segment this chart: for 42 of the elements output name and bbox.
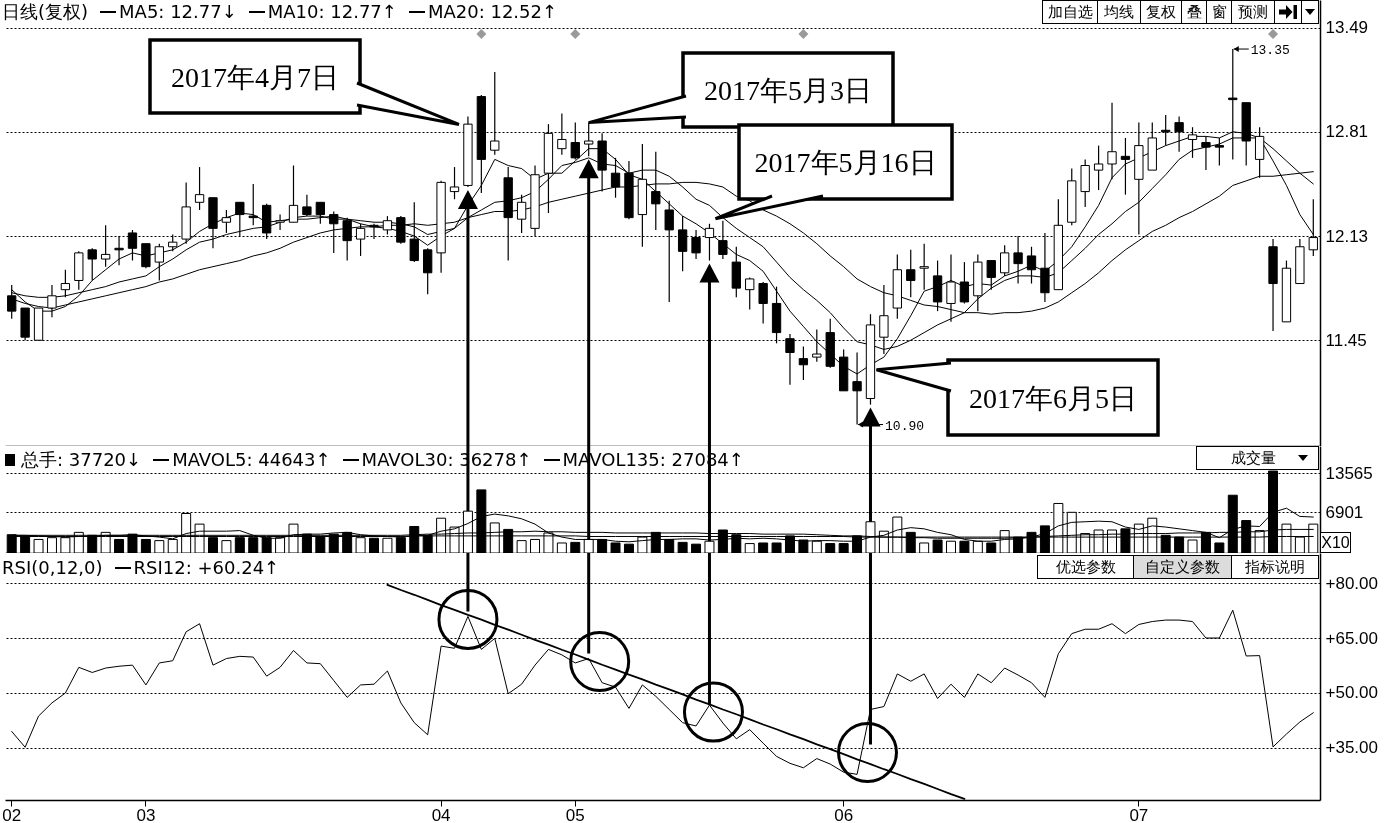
y-tick-label: +50.00 <box>1325 683 1378 703</box>
chart-title: RSI(0,12,0) <box>2 557 103 578</box>
button: 窗 <box>1206 0 1232 24</box>
button: 成交量 <box>1196 446 1319 470</box>
x-tick-label: 03 <box>136 805 156 823</box>
chart-title: 日线(复权) <box>2 1 89 22</box>
button: 指标说明 <box>1231 555 1319 579</box>
annotation: 2017年4月7日 <box>171 61 339 93</box>
y-tick-label: 13.49 <box>1325 18 1369 38</box>
y-tick-label: 12.13 <box>1325 226 1369 246</box>
annotation: 10.90 <box>885 418 925 434</box>
y-axis-title: X10 <box>1320 532 1351 553</box>
annotation: 13.35 <box>1250 43 1290 59</box>
annotation: 2017年5月3日 <box>704 75 872 106</box>
button: 均线 <box>1097 0 1141 24</box>
legend-label: MA10: 12.77↑ <box>267 1 397 22</box>
x-tick-label: 02 <box>2 805 22 823</box>
y-tick-label: +35.00 <box>1325 738 1378 758</box>
button: 自定义参数 <box>1133 555 1232 579</box>
legend-label: MAVOL5: 44643↑ <box>172 449 331 470</box>
legend-label: MA5: 12.77↓ <box>119 1 237 22</box>
x-tick-label: 05 <box>565 805 585 823</box>
y-tick-label: +80.00 <box>1325 573 1378 593</box>
y-tick-label: 11.45 <box>1325 330 1367 350</box>
annotation: 2017年5月16日 <box>754 147 937 178</box>
legend-label: MA20: 12.52↑ <box>427 1 558 22</box>
annotation: 成交量 <box>1231 448 1276 468</box>
y-tick-label: 13565 <box>1325 463 1373 483</box>
x-tick-label: 07 <box>1129 805 1149 823</box>
y-tick-label: +65.00 <box>1325 628 1378 648</box>
x-tick-label: 06 <box>834 805 854 823</box>
annotation: 2017年6月5日 <box>969 382 1137 414</box>
button: 预测 <box>1231 0 1275 24</box>
legend-label: RSI12: +60.24↑ <box>133 557 280 578</box>
legend-label: 总手: 37720↓ <box>21 449 142 470</box>
button: 复权 <box>1140 0 1182 24</box>
button: 优选参数 <box>1037 555 1134 579</box>
button: 加自选 <box>1042 0 1098 24</box>
y-tick-label: 12.81 <box>1325 122 1369 142</box>
y-tick-label: 6901 <box>1325 502 1364 522</box>
button: 叠 <box>1181 0 1207 24</box>
x-tick-label: 04 <box>431 805 451 823</box>
